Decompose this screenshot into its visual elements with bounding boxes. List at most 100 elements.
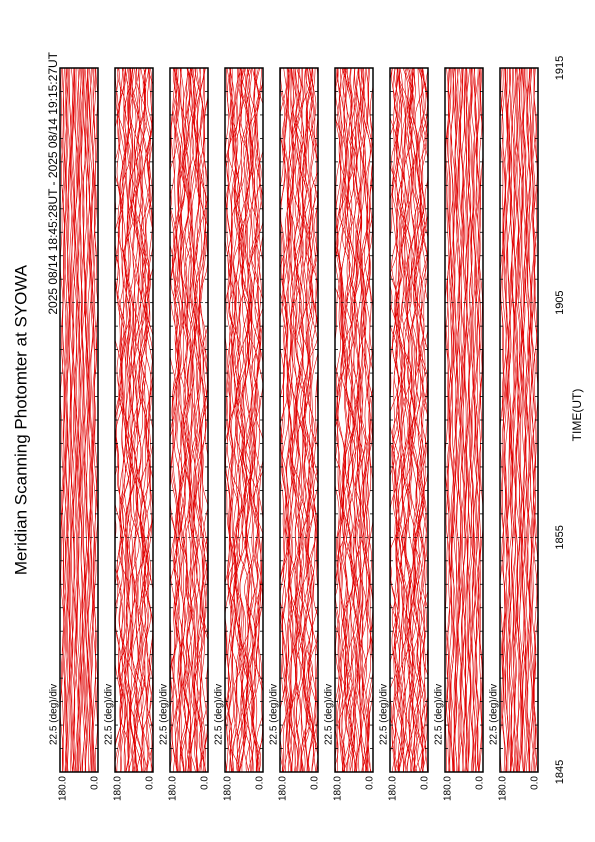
- trace: [468, 67, 474, 773]
- trace: [294, 67, 309, 773]
- trace: [136, 67, 149, 773]
- trace: [288, 67, 297, 773]
- trace: [190, 67, 202, 772]
- trace: [511, 67, 517, 773]
- x-axis-label: TIME(UT): [570, 389, 584, 442]
- trace: [138, 67, 152, 773]
- trace: [412, 67, 425, 773]
- trace: [355, 67, 363, 773]
- trace: [401, 67, 410, 773]
- y-top-label: 180.0: [58, 776, 69, 801]
- y-top-label: 180.0: [498, 776, 509, 801]
- trace: [457, 67, 463, 773]
- trace: [474, 68, 480, 773]
- y-bottom-label: 0.0: [90, 776, 101, 790]
- x-tick-label: 1855: [554, 525, 566, 549]
- trace: [392, 67, 407, 773]
- trace: [194, 67, 203, 773]
- y-top-label: 180.0: [388, 776, 399, 801]
- trace: [182, 67, 193, 773]
- trace: [475, 67, 481, 773]
- trace: [345, 67, 359, 772]
- trace: [66, 68, 71, 773]
- trace: [452, 67, 458, 773]
- y-bottom-label: 0.0: [475, 776, 486, 790]
- trace: [463, 67, 470, 773]
- trace: [462, 67, 469, 773]
- trace: [119, 67, 132, 773]
- trace: [338, 67, 350, 773]
- scale-label: 22.5 (deg)/div: [104, 684, 115, 745]
- scale-label: 22.5 (deg)/div: [434, 684, 445, 745]
- scale-label: 22.5 (deg)/div: [489, 684, 500, 745]
- y-bottom-label: 0.0: [200, 776, 211, 790]
- trace: [86, 68, 91, 773]
- trace: [512, 68, 518, 773]
- y-top-label: 180.0: [278, 776, 289, 801]
- trace: [354, 67, 362, 773]
- y-top-label: 180.0: [223, 776, 234, 801]
- y-top-label: 180.0: [168, 776, 179, 801]
- trace: [527, 67, 533, 773]
- trace: [466, 67, 472, 773]
- trace: [76, 67, 81, 772]
- scale-label: 22.5 (deg)/div: [324, 684, 335, 745]
- y-bottom-label: 0.0: [530, 776, 541, 790]
- trace: [504, 68, 510, 773]
- trace: [524, 67, 530, 773]
- trace: [244, 67, 255, 773]
- chart-subtitle: 2025 08/14 18:45:28UT - 2025 08/14 19:15…: [46, 51, 60, 314]
- trace: [233, 67, 249, 773]
- trace: [303, 67, 317, 773]
- trace: [75, 67, 80, 773]
- trace: [354, 67, 368, 773]
- trace: [416, 67, 428, 772]
- trace: [178, 67, 186, 773]
- y-top-label: 180.0: [333, 776, 344, 801]
- trace: [125, 67, 140, 773]
- trace: [129, 67, 140, 773]
- trace: [234, 67, 246, 773]
- trace: [446, 67, 452, 773]
- y-bottom-label: 0.0: [255, 776, 266, 790]
- trace: [293, 68, 304, 773]
- trace: [476, 68, 481, 773]
- trace: [448, 67, 454, 773]
- trace: [130, 67, 147, 773]
- trace: [521, 67, 527, 773]
- x-tick-label: 1905: [554, 290, 566, 314]
- trace: [465, 67, 471, 773]
- trace: [520, 67, 526, 773]
- chart-title: Meridian Scanning Photomter at SYOWA: [11, 264, 30, 575]
- trace: [517, 67, 523, 773]
- trace: [71, 67, 76, 773]
- trace: [73, 68, 78, 773]
- scale-label: 22.5 (deg)/div: [159, 684, 170, 745]
- trace: [290, 67, 301, 773]
- trace: [454, 67, 460, 773]
- trace: [503, 67, 509, 773]
- x-tick-label: 1915: [554, 56, 566, 80]
- trace: [467, 67, 473, 773]
- trace: [453, 67, 459, 773]
- scale-label: 22.5 (deg)/div: [379, 684, 390, 745]
- trace: [140, 67, 147, 772]
- trace: [125, 67, 133, 773]
- trace: [519, 67, 525, 773]
- trace: [123, 67, 134, 773]
- trace: [124, 67, 137, 773]
- trace: [171, 67, 181, 773]
- trace: [172, 67, 182, 773]
- trace: [65, 67, 70, 773]
- trace: [87, 67, 92, 772]
- trace: [348, 67, 359, 773]
- trace: [358, 67, 371, 773]
- trace: [69, 67, 74, 773]
- trace: [407, 67, 423, 773]
- trace: [307, 67, 315, 773]
- trace: [285, 67, 293, 773]
- y-top-label: 180.0: [113, 776, 124, 801]
- scale-label: 22.5 (deg)/div: [49, 684, 60, 745]
- trace: [127, 67, 136, 773]
